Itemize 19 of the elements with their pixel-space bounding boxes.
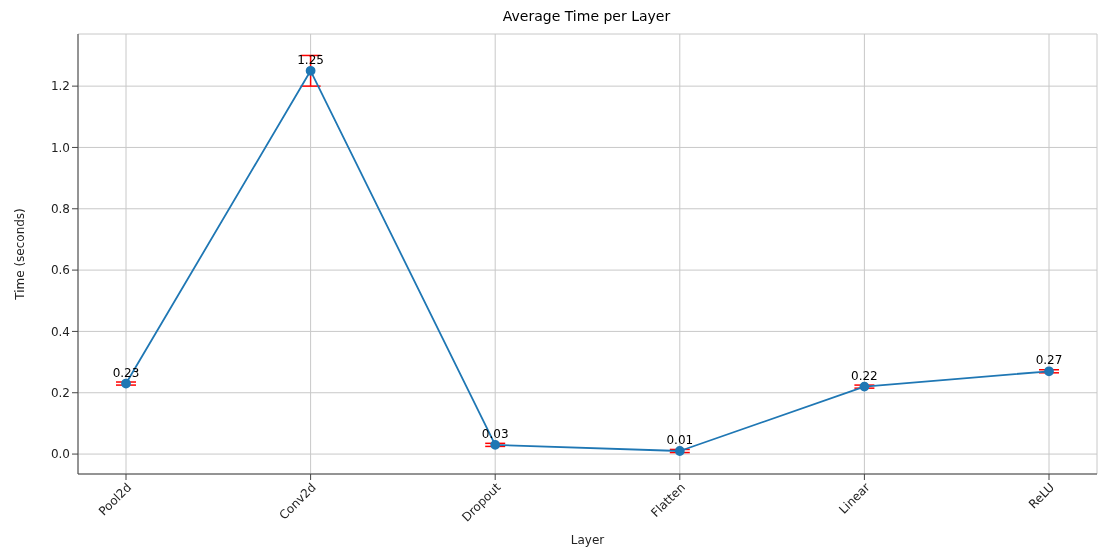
chart-title: Average Time per Layer [501, 8, 672, 26]
y-tick-label: 1.2 [50, 79, 70, 94]
y-tick-label: 0.2 [50, 386, 70, 401]
data-label: 0.01 [666, 433, 694, 447]
y-axis-title: Time (seconds) [13, 208, 28, 301]
y-tick-label: 0.6 [50, 263, 70, 278]
data-label: 0.22 [851, 368, 878, 383]
point [490, 439, 501, 450]
data-label: 0.27 [1035, 353, 1063, 368]
y-tick-label: 1.0 [50, 140, 70, 155]
point [674, 446, 685, 456]
point [859, 381, 870, 392]
y-tick-label: 0.8 [50, 202, 70, 217]
point [305, 65, 316, 76]
point [121, 378, 131, 389]
y-tick-label: 0.4 [50, 324, 70, 339]
x-axis-title: Layer [570, 533, 605, 547]
y-tick-label: 0.0 [50, 447, 70, 462]
point [1044, 366, 1054, 377]
